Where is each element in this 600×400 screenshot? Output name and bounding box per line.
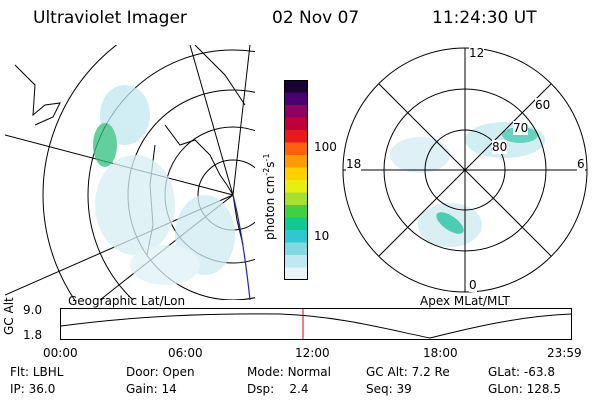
mlat-label-60: 60 xyxy=(535,98,551,112)
colorbar-swatch xyxy=(284,142,308,156)
altitude-ymin-label: 1.8 xyxy=(23,328,43,342)
geographic-map xyxy=(5,45,255,300)
mlt-label-6: 6 xyxy=(577,157,585,171)
info-seq: Seq: 39 xyxy=(366,382,412,396)
time-tick-1200: 12:00 xyxy=(295,346,330,360)
colorbar-swatch xyxy=(284,205,308,218)
geographic-panel-label: Geographic Lat/Lon xyxy=(68,294,186,308)
instrument-title: Ultraviolet Imager xyxy=(33,8,187,28)
colorbar-swatch xyxy=(284,255,308,268)
color-scale-bar xyxy=(284,80,308,280)
colorbar-swatch xyxy=(284,117,308,131)
info-gc-alt: GC Alt: 7.2 Re xyxy=(366,365,450,379)
colorbar-swatch xyxy=(284,242,308,256)
mlat-label-80: 80 xyxy=(492,140,508,154)
info-mode: Mode: Normal xyxy=(247,365,331,379)
info-glat: GLat: -63.8 xyxy=(488,365,555,379)
time-tick-2359: 23:59 xyxy=(547,346,582,360)
observation-time: 11:24:30 UT xyxy=(432,8,537,28)
mlt-label-12: 12 xyxy=(469,46,485,60)
mlt-label-0: 0 xyxy=(469,278,477,292)
altitude-ymax-label: 9.0 xyxy=(23,303,43,317)
colorbar-swatch xyxy=(284,230,308,243)
colorbar-swatch xyxy=(284,155,308,168)
time-tick-0000: 00:00 xyxy=(43,346,78,360)
colorbar-swatch xyxy=(284,192,308,206)
apex-panel-label: Apex MLat/MLT xyxy=(420,294,510,308)
colorbar-unit-label: photon cm-2s-1 xyxy=(262,153,277,240)
colorbar-swatch xyxy=(284,105,308,118)
info-glon: GLon: 128.5 xyxy=(488,382,561,396)
mlt-label-18: 18 xyxy=(346,157,362,171)
time-tick-0600: 06:00 xyxy=(168,346,203,360)
colorbar-swatch xyxy=(284,217,308,231)
colorbar-swatch xyxy=(284,92,308,106)
colorbar-swatch xyxy=(284,267,308,280)
time-tick-1800: 18:00 xyxy=(423,346,458,360)
info-gain: Gain: 14 xyxy=(126,382,177,396)
info-dsp: Dsp: 2.4 xyxy=(247,382,309,396)
observation-date: 02 Nov 07 xyxy=(272,8,360,28)
colorbar-swatch xyxy=(284,80,308,93)
info-filter: Flt: LBHL xyxy=(10,365,64,379)
colorbar-tick-100: 100 xyxy=(314,140,337,154)
altitude-axis-label: GC Alt xyxy=(2,297,16,335)
info-door: Door: Open xyxy=(126,365,195,379)
colorbar-tick-10: 10 xyxy=(314,229,330,243)
altitude-plot xyxy=(60,308,572,340)
colorbar-swatch xyxy=(284,180,308,193)
colorbar-swatch xyxy=(284,167,308,181)
mlat-label-70: 70 xyxy=(513,121,529,135)
colorbar-swatch xyxy=(284,130,308,143)
info-ip: IP: 36.0 xyxy=(10,382,56,396)
apex-polar-plot xyxy=(342,47,588,293)
